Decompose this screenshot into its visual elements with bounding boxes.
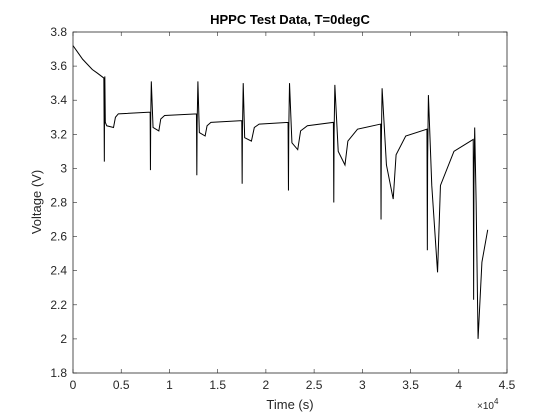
- x-axis-label: Time (s): [266, 397, 313, 412]
- x-multiplier-base: ×10: [477, 401, 494, 412]
- y-tick-label: 2.4: [50, 264, 67, 278]
- x-tick-label: 4.5: [499, 378, 516, 392]
- y-tick-label: 2.8: [50, 196, 67, 210]
- x-tick-label: 1.5: [209, 378, 226, 392]
- x-tick-label: 2: [263, 378, 270, 392]
- x-tick-label: 0: [70, 378, 77, 392]
- x-tick-label: 4: [455, 378, 462, 392]
- y-tick-label: 2.6: [50, 230, 67, 244]
- y-tick-label: 1.8: [50, 366, 67, 380]
- y-tick-label: 3.2: [50, 127, 67, 141]
- x-tick-label: 0.5: [113, 378, 130, 392]
- x-tick-label: 1: [166, 378, 173, 392]
- voltage-line: [72, 45, 489, 339]
- y-tick-label: 3.4: [50, 93, 67, 107]
- x-tick-label: 3: [359, 378, 366, 392]
- y-tick-label: 3.8: [50, 25, 67, 39]
- x-multiplier-power: 4: [494, 397, 499, 406]
- y-axis-label: Voltage (V): [29, 170, 44, 234]
- y-tick-label: 3.6: [50, 59, 67, 73]
- x-multiplier: ×104: [477, 397, 499, 412]
- x-tick-label: 2.5: [306, 378, 323, 392]
- y-tick-label: 3: [60, 161, 67, 175]
- chart-title: HPPC Test Data, T=0degC: [210, 12, 370, 27]
- y-tick-label: 2: [60, 332, 67, 346]
- x-tick-label: 3.5: [402, 378, 419, 392]
- y-tick-label: 2.2: [50, 298, 67, 312]
